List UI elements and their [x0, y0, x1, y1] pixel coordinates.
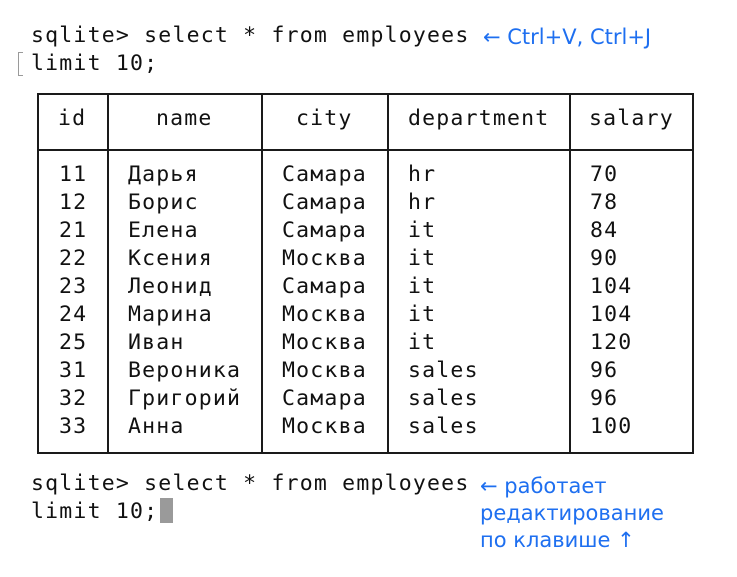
- cell-id: 31: [59, 358, 88, 383]
- annotation-paste-shortcut: ← Ctrl+V, Ctrl+J: [483, 25, 652, 49]
- cell-city: Москва: [282, 414, 367, 439]
- cell-city: Самара: [282, 386, 367, 411]
- cell-salary: 104: [590, 302, 633, 327]
- cell-name: Григорий: [128, 386, 242, 411]
- cell-salary: 100: [590, 414, 633, 439]
- cell-city: Москва: [282, 246, 367, 271]
- cell-name: Борис: [128, 190, 199, 215]
- cell-city: Москва: [282, 302, 367, 327]
- cell-department: sales: [408, 386, 479, 411]
- cell-name: Дарья: [128, 162, 199, 187]
- query2-line-2[interactable]: limit 10;: [31, 498, 174, 526]
- cell-department: it: [408, 274, 437, 299]
- input-cursor-marker: [18, 52, 23, 76]
- column-header-id: id: [58, 106, 87, 131]
- cell-department: sales: [408, 414, 479, 439]
- column-divider: [107, 95, 109, 452]
- cell-city: Самара: [282, 190, 367, 215]
- cell-id: 32: [59, 386, 88, 411]
- cell-city: Самара: [282, 162, 367, 187]
- column-header-salary: salary: [589, 106, 674, 131]
- cell-id: 23: [59, 274, 88, 299]
- cell-city: Москва: [282, 358, 367, 383]
- cell-name: Елена: [128, 218, 199, 243]
- query2-line-1: sqlite> select * from employees: [31, 471, 470, 496]
- cell-city: Москва: [282, 330, 367, 355]
- cell-id: 12: [59, 190, 88, 215]
- cell-department: it: [408, 246, 437, 271]
- cell-city: Самара: [282, 274, 367, 299]
- cell-name: Ксения: [128, 246, 213, 271]
- cell-name: Иван: [128, 330, 185, 355]
- cell-name: Леонид: [128, 274, 213, 299]
- cell-department: hr: [408, 190, 437, 215]
- cell-salary: 120: [590, 330, 633, 355]
- cell-id: 33: [59, 414, 88, 439]
- column-divider: [569, 95, 571, 452]
- header-divider: [39, 149, 692, 151]
- cell-department: it: [408, 302, 437, 327]
- cell-department: hr: [408, 162, 437, 187]
- cell-city: Самара: [282, 218, 367, 243]
- annotation-history-line-3: по клавише ↑: [480, 528, 635, 552]
- cell-name: Марина: [128, 302, 213, 327]
- column-header-department: department: [408, 106, 550, 131]
- column-header-city: city: [296, 106, 353, 131]
- query-line-1: sqlite> select * from employees: [31, 23, 470, 48]
- column-divider: [387, 95, 389, 452]
- cell-id: 25: [59, 330, 88, 355]
- cell-department: sales: [408, 358, 479, 383]
- cell-id: 11: [59, 162, 88, 187]
- cell-id: 24: [59, 302, 88, 327]
- cell-salary: 84: [590, 218, 619, 243]
- cell-name: Вероника: [128, 358, 242, 383]
- cell-salary: 96: [590, 386, 619, 411]
- cell-salary: 104: [590, 274, 633, 299]
- cell-salary: 78: [590, 190, 619, 215]
- annotation-history-line-1: ← работает: [480, 474, 607, 498]
- cell-id: 22: [59, 246, 88, 271]
- cell-salary: 96: [590, 358, 619, 383]
- column-header-name: name: [156, 106, 213, 131]
- annotation-history-line-2: редактирование: [480, 501, 664, 525]
- column-divider: [261, 95, 263, 452]
- result-table: [37, 93, 694, 454]
- cell-salary: 70: [590, 162, 619, 187]
- cell-salary: 90: [590, 246, 619, 271]
- query2-line-2-text: limit 10;: [31, 499, 159, 524]
- terminal-cursor: [160, 498, 174, 523]
- cell-name: Анна: [128, 414, 185, 439]
- cell-department: it: [408, 218, 437, 243]
- cell-id: 21: [59, 218, 88, 243]
- query-line-2: limit 10;: [31, 51, 159, 76]
- cell-department: it: [408, 330, 437, 355]
